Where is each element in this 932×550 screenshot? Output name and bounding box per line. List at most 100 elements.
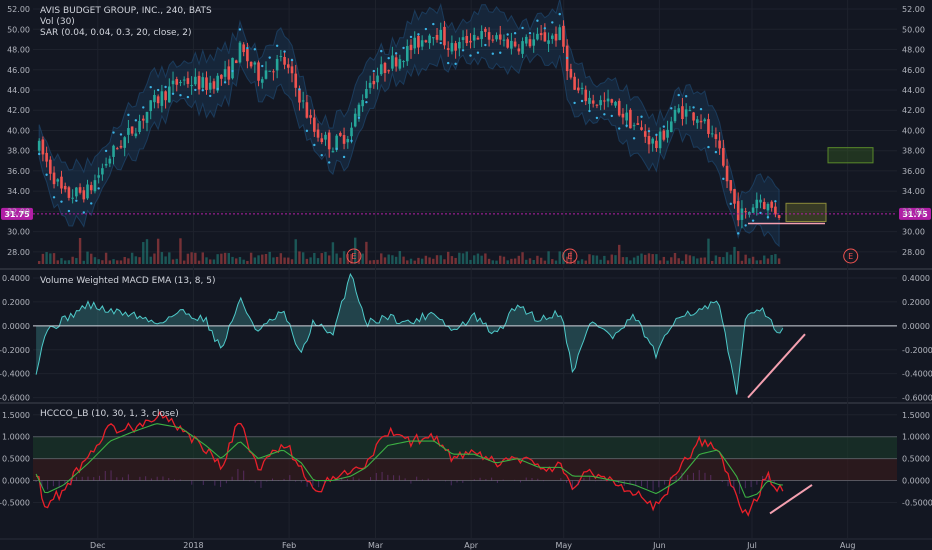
candle-body bbox=[774, 206, 777, 215]
candle-body bbox=[234, 60, 238, 64]
candle-body bbox=[394, 57, 398, 67]
candle-body bbox=[517, 48, 521, 52]
volume-bar bbox=[350, 254, 353, 264]
candle-body bbox=[435, 34, 439, 40]
sar-dot bbox=[37, 152, 41, 156]
candle-body bbox=[298, 88, 301, 103]
candle-body bbox=[428, 35, 431, 44]
candle-body bbox=[212, 81, 216, 89]
price-tick-left: 28.00 bbox=[7, 248, 30, 257]
candle-body bbox=[417, 35, 420, 48]
volume-bar bbox=[420, 258, 424, 264]
candle-body bbox=[632, 125, 636, 127]
sar-dot bbox=[75, 199, 78, 202]
volume-bar bbox=[153, 253, 156, 264]
candle-body bbox=[379, 64, 383, 75]
volume-bar bbox=[67, 260, 71, 264]
sar-dot bbox=[104, 149, 108, 153]
volume-bar bbox=[283, 257, 286, 264]
candle-body bbox=[703, 119, 707, 122]
sar-dot bbox=[670, 107, 673, 110]
candle-body bbox=[424, 40, 428, 43]
candle-body bbox=[614, 101, 617, 106]
volume-bar bbox=[190, 252, 193, 264]
candle-body bbox=[238, 42, 242, 63]
sar-dot bbox=[543, 27, 547, 30]
volume-bar bbox=[227, 253, 231, 264]
candle-body bbox=[766, 203, 770, 211]
volume-bar bbox=[688, 255, 692, 264]
sar-dot bbox=[142, 106, 145, 109]
volume-bar bbox=[383, 257, 387, 264]
sar-dot bbox=[714, 150, 718, 154]
x-tick-label: Feb bbox=[282, 541, 296, 550]
volume-bar bbox=[465, 251, 468, 264]
volume-bar bbox=[339, 257, 342, 264]
volume-bar bbox=[521, 252, 524, 264]
volume-bar bbox=[49, 253, 52, 264]
sar-dot bbox=[417, 33, 420, 36]
candle-body bbox=[290, 66, 294, 74]
last-price-tag-right bbox=[899, 207, 931, 220]
volume-bar bbox=[424, 255, 428, 264]
volume-bar bbox=[454, 257, 457, 264]
sar-dot bbox=[513, 32, 517, 35]
sar-dot bbox=[618, 127, 621, 130]
volume-bar bbox=[212, 259, 216, 264]
sar-dot bbox=[655, 133, 658, 137]
volume-bar bbox=[406, 260, 409, 264]
candle-body bbox=[617, 100, 621, 116]
sar-dot bbox=[209, 94, 212, 98]
volume-bar bbox=[718, 256, 721, 264]
volume-bar bbox=[770, 254, 773, 264]
x-tick-label: 2018 bbox=[183, 541, 203, 550]
volume-bar bbox=[658, 260, 662, 264]
candle-body bbox=[733, 189, 736, 204]
candle-body bbox=[357, 104, 361, 117]
macd-pane[interactable] bbox=[33, 272, 897, 399]
candle-body bbox=[286, 64, 290, 68]
hccco-pane[interactable] bbox=[33, 410, 897, 517]
candle-body bbox=[413, 37, 417, 49]
volume-bar bbox=[56, 260, 59, 264]
sar-dot bbox=[476, 51, 480, 54]
sar-dot bbox=[223, 81, 227, 84]
price-tick-right: 46.00 bbox=[902, 66, 925, 75]
candle-body bbox=[179, 82, 182, 84]
price-pane[interactable]: 31.75 31.75 E E E bbox=[1, 0, 931, 264]
volume-bar bbox=[52, 253, 56, 264]
candle-body bbox=[119, 145, 123, 148]
volume-bar bbox=[238, 257, 242, 264]
price-tick-left: 50.00 bbox=[7, 25, 30, 34]
candle-body bbox=[681, 106, 684, 120]
volume-bar bbox=[599, 259, 602, 264]
sar-dot bbox=[387, 56, 390, 60]
price-tick-right: 38.00 bbox=[902, 147, 925, 156]
volume-bar bbox=[365, 241, 368, 264]
price-tick-left: 40.00 bbox=[7, 126, 30, 135]
hccco-tick-left: -0.5000 bbox=[0, 498, 30, 507]
candle-body bbox=[629, 109, 632, 129]
volume-bar bbox=[75, 258, 78, 264]
candle-body bbox=[104, 164, 108, 166]
candle-body bbox=[101, 168, 104, 175]
candle-body bbox=[320, 138, 324, 143]
candle-body bbox=[748, 212, 751, 215]
volume-bar bbox=[246, 260, 249, 264]
candle-body bbox=[584, 89, 588, 102]
sar-dot bbox=[499, 51, 502, 54]
candle-body bbox=[67, 187, 71, 198]
macd-tick-right: 0.4000 bbox=[902, 274, 930, 283]
volume-bar bbox=[342, 251, 346, 264]
volume-bar bbox=[707, 238, 710, 264]
price-tick-left: 36.00 bbox=[7, 167, 30, 176]
candle-body bbox=[528, 39, 532, 47]
price-tick-right: 44.00 bbox=[902, 86, 925, 95]
volume-bar bbox=[740, 260, 744, 264]
volume-bar bbox=[729, 254, 732, 264]
sar-dot bbox=[45, 173, 48, 176]
macd-trendline bbox=[747, 333, 806, 399]
volume-bar bbox=[476, 253, 480, 264]
sar-dot bbox=[127, 113, 130, 117]
